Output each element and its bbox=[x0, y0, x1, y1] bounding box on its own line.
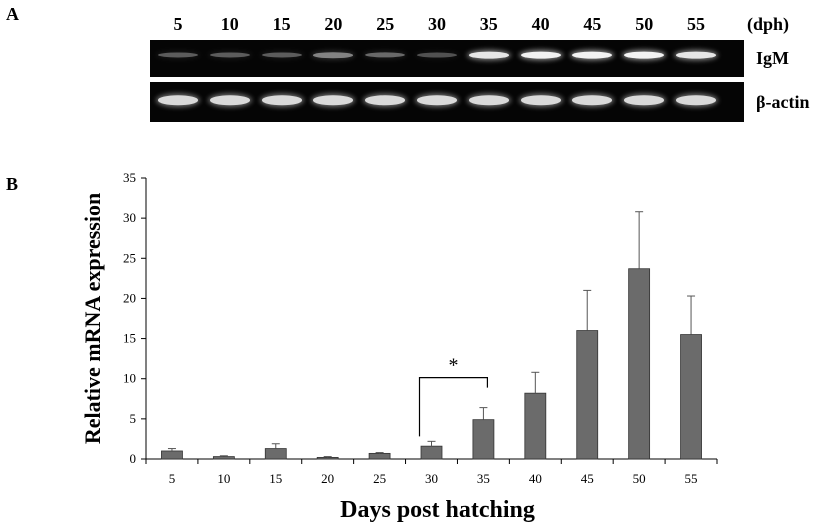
x-tick-label: 30 bbox=[425, 471, 438, 486]
gel-band bbox=[624, 95, 665, 105]
panel-a-label: A bbox=[6, 4, 19, 24]
gel-band bbox=[676, 51, 716, 59]
gel-lane-label: 45 bbox=[583, 14, 602, 34]
x-tick-label: 35 bbox=[477, 471, 490, 486]
bar bbox=[524, 392, 547, 460]
significance-star: * bbox=[448, 355, 458, 377]
x-tick-label: 55 bbox=[685, 471, 698, 486]
gel-unit-label: (dph) bbox=[747, 14, 790, 34]
gel-lane-label: 20 bbox=[324, 14, 343, 34]
gel-band bbox=[209, 52, 250, 58]
gel-band bbox=[365, 95, 406, 105]
gel-band bbox=[158, 52, 198, 58]
gel-band bbox=[520, 51, 561, 59]
gel-actin bbox=[150, 82, 744, 122]
gel-band bbox=[261, 52, 302, 58]
gel-lane-label: 30 bbox=[428, 14, 446, 34]
x-tick-label: 20 bbox=[321, 471, 334, 486]
gel-igm-label: IgM bbox=[756, 48, 789, 68]
bar bbox=[368, 452, 391, 460]
bar bbox=[316, 456, 339, 460]
x-tick-label: 45 bbox=[581, 471, 594, 486]
gel-band bbox=[417, 95, 457, 105]
y-axis-title: Relative mRNA expression bbox=[80, 193, 105, 444]
bar bbox=[420, 445, 443, 460]
gel-band bbox=[520, 95, 561, 105]
bar bbox=[212, 456, 235, 460]
y-tick-label: 0 bbox=[130, 451, 137, 466]
gel-band bbox=[313, 95, 354, 105]
bar bbox=[628, 268, 651, 460]
gel-igm bbox=[150, 40, 744, 77]
x-tick-label: 5 bbox=[169, 471, 176, 486]
gel-band bbox=[417, 52, 457, 58]
gel-band bbox=[468, 95, 509, 105]
gel-band bbox=[572, 51, 613, 59]
gel-band bbox=[261, 95, 302, 105]
y-tick-label: 25 bbox=[123, 250, 136, 265]
gel-lane-label: 5 bbox=[173, 14, 183, 34]
y-tick-label: 10 bbox=[123, 371, 136, 386]
gel-band bbox=[209, 95, 250, 105]
gel-band bbox=[624, 51, 665, 59]
gel-band bbox=[572, 95, 613, 105]
y-tick-label: 15 bbox=[123, 331, 136, 346]
x-tick-label: 25 bbox=[373, 471, 386, 486]
significance-bracket bbox=[418, 377, 489, 437]
y-tick-label: 5 bbox=[130, 411, 137, 426]
x-tick-label: 50 bbox=[633, 471, 646, 486]
gel-lane-header: 5 10 15 20 25 30 35 40 45 50 55 bbox=[0, 14, 827, 38]
x-tick-label: 40 bbox=[529, 471, 542, 486]
gel-band bbox=[468, 51, 509, 59]
gel-lane-label: 10 bbox=[220, 14, 239, 34]
gel-band bbox=[158, 95, 198, 105]
gel-actin-label: β-actin bbox=[756, 92, 810, 112]
gel-lane-label: 55 bbox=[687, 14, 705, 34]
gel-lane-label: 25 bbox=[376, 14, 395, 34]
gel-band bbox=[313, 52, 354, 58]
bar bbox=[161, 450, 183, 460]
x-axis-title: Days post hatching bbox=[340, 497, 535, 523]
gel-band bbox=[365, 52, 406, 58]
gel-lane-label: 40 bbox=[531, 14, 550, 34]
x-tick-label: 10 bbox=[217, 471, 230, 486]
bar bbox=[472, 419, 495, 460]
bar bbox=[680, 334, 702, 460]
gel-band bbox=[676, 95, 716, 105]
bar-chart: 0 5 10 15 20 25 30 35 5 10 15 20 25 30 35 40 45 50 55 * Days… bbox=[80, 170, 718, 523]
bar bbox=[264, 448, 287, 460]
y-tick-label: 20 bbox=[123, 290, 136, 305]
gel-lane-label: 50 bbox=[635, 14, 654, 34]
y-tick-label: 30 bbox=[123, 210, 136, 225]
y-tick-label: 35 bbox=[123, 170, 136, 185]
gel-lane-label: 15 bbox=[272, 14, 291, 34]
x-tick-label: 15 bbox=[269, 471, 282, 486]
gel-lane-label: 35 bbox=[479, 14, 498, 34]
panel-b-label: B bbox=[6, 174, 19, 194]
bar bbox=[576, 330, 599, 460]
